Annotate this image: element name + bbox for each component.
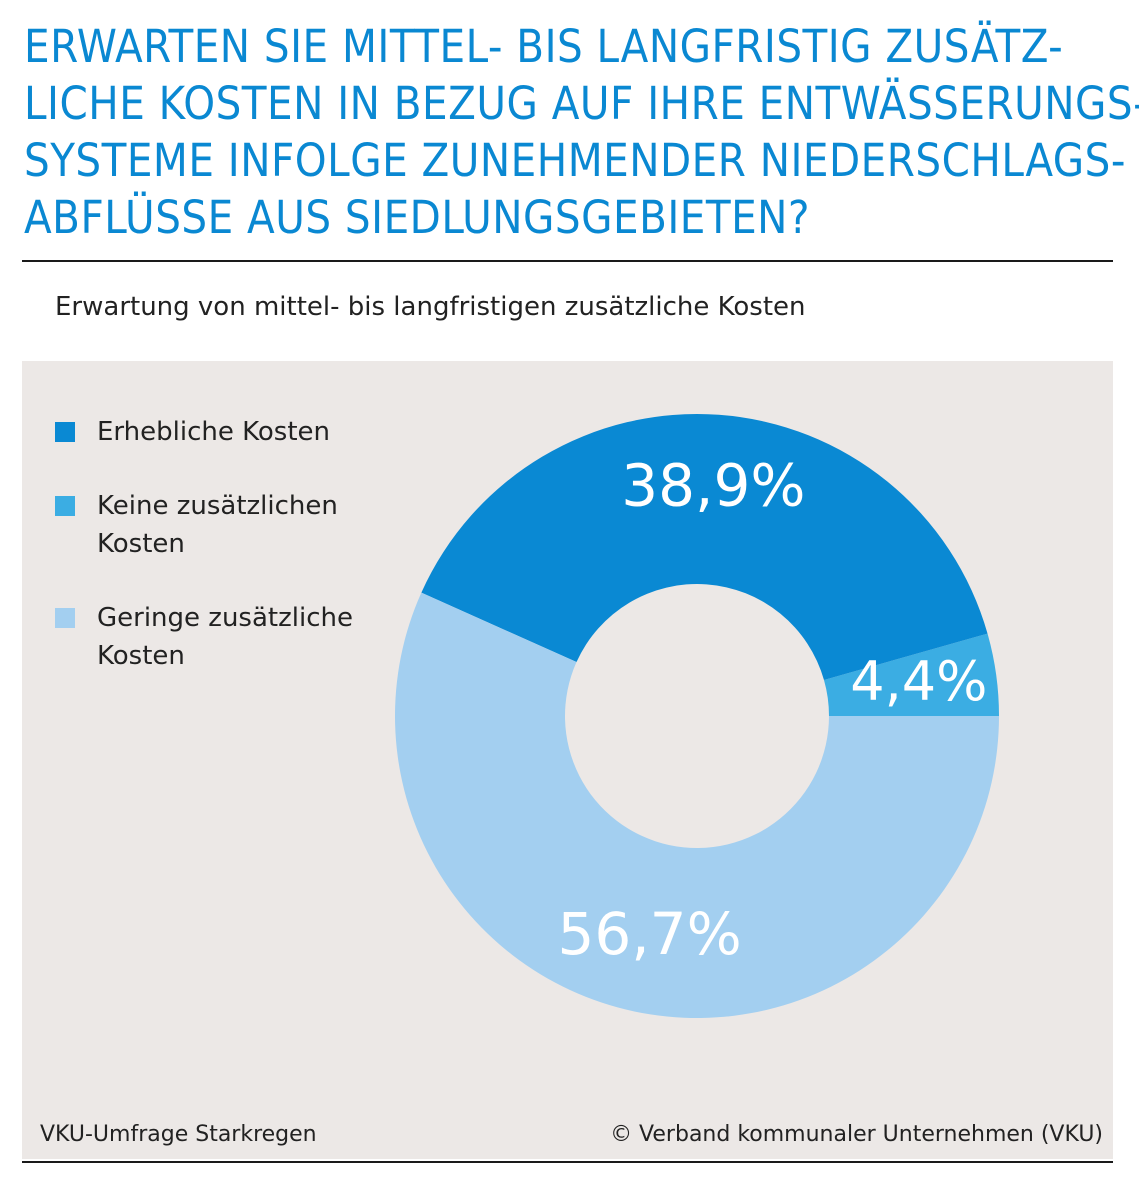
chart-title: ERWARTEN SIE MITTEL- BIS LANGFRISTIG ZUS… bbox=[24, 18, 1139, 246]
bottom-divider bbox=[22, 1161, 1113, 1163]
title-line-2: LICHE KOSTEN IN BEZUG AUF IHRE ENTWÄSSER… bbox=[24, 77, 1139, 130]
legend-swatch bbox=[55, 608, 75, 628]
legend-swatch bbox=[55, 496, 75, 516]
donut-chart: 4,4% 38,9% 56,7% bbox=[395, 414, 1000, 1019]
legend-item-geringe-zusaetzliche-kosten: Geringe zusätzliche Kosten bbox=[55, 599, 395, 675]
donut-slice bbox=[421, 414, 988, 680]
chart-panel: 4,4% 38,9% 56,7% Erhebliche Kosten Keine z… bbox=[22, 361, 1113, 1159]
legend-label: Geringe zusätzliche Kosten bbox=[97, 603, 353, 671]
title-line-1: ERWARTEN SIE MITTEL- BIS LANGFRISTIG ZUS… bbox=[24, 20, 1064, 73]
legend: Erhebliche Kosten Keine zusätzlichen Kos… bbox=[55, 413, 395, 711]
chart-subtitle: Erwartung von mittel- bis langfristigen … bbox=[55, 292, 806, 322]
legend-label: Erhebliche Kosten bbox=[97, 417, 330, 447]
title-line-3: SYSTEME INFOLGE ZUNEHMENDER NIEDERSCHLAG… bbox=[24, 134, 1126, 187]
legend-swatch bbox=[55, 422, 75, 442]
legend-item-erhebliche-kosten: Erhebliche Kosten bbox=[55, 413, 395, 451]
donut-slice bbox=[395, 592, 1000, 1019]
legend-label: Keine zusätzlichen Kosten bbox=[97, 491, 338, 559]
footer-copyright: © Verband kommunaler Unternehmen (VKU) bbox=[610, 1122, 1103, 1147]
slice-value-label: 56,7% bbox=[557, 900, 741, 968]
donut-slice bbox=[823, 633, 999, 716]
top-divider bbox=[22, 260, 1113, 262]
title-line-4: ABFLÜSSE AUS SIEDLUNGSGEBIETEN? bbox=[24, 191, 810, 244]
footer-source: VKU-Umfrage Starkregen bbox=[40, 1122, 317, 1147]
slice-value-label: 4,4% bbox=[850, 650, 987, 713]
slice-value-label: 38,9% bbox=[621, 452, 805, 520]
legend-item-keine-zusaetzlichen-kosten: Keine zusätzlichen Kosten bbox=[55, 487, 395, 563]
